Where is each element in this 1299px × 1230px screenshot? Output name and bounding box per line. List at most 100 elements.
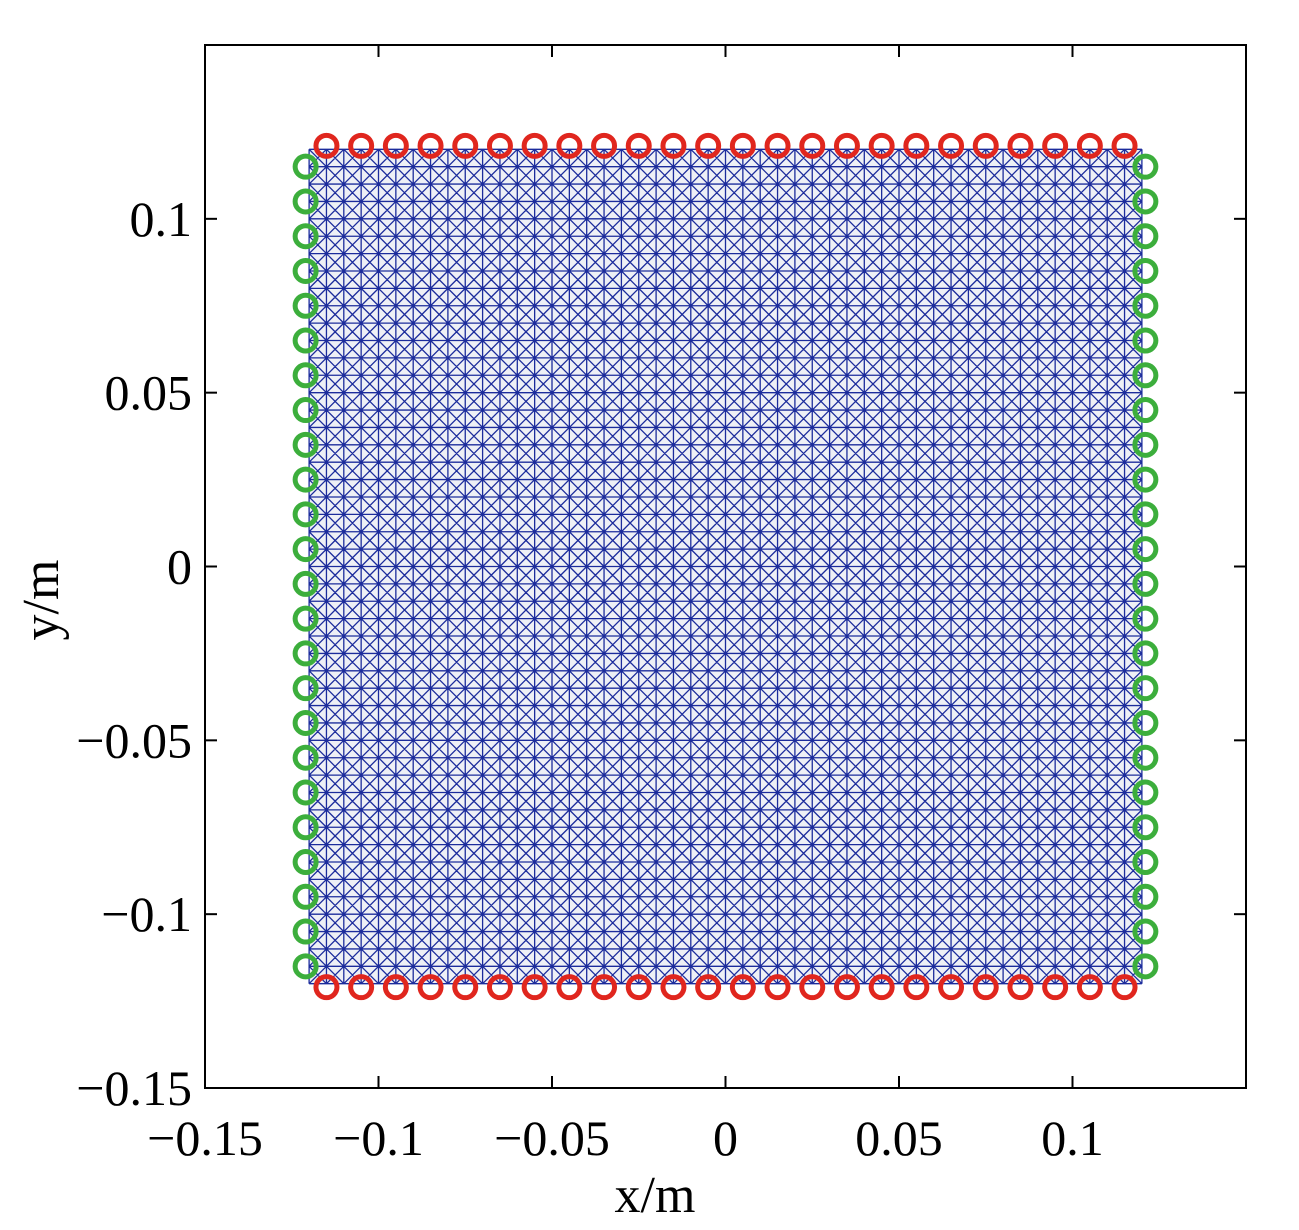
marker-series-0-point (348, 974, 375, 1001)
marker-series-1-point (1132, 814, 1159, 841)
marker-series-0-point (972, 132, 999, 159)
marker-series-0-point (903, 974, 930, 1001)
marker-series-1-point (292, 292, 319, 319)
marker-series-0-point (764, 132, 791, 159)
marker-series-0-point (313, 974, 340, 1001)
marker-series-0-point (625, 974, 652, 1001)
x-axis-label: x/m (615, 1167, 696, 1224)
marker-series-1-point (292, 397, 319, 424)
marker-series-0-point (382, 132, 409, 159)
marker-series-0-point (591, 974, 618, 1001)
marker-series-1-point (1132, 188, 1159, 215)
marker-series-1-point (1132, 779, 1159, 806)
marker-series-1-point (1132, 292, 1159, 319)
marker-series-1-point (292, 779, 319, 806)
y-tick-label: 0.1 (130, 191, 193, 247)
marker-series-1-point (1132, 570, 1159, 597)
marker-series-0-point (591, 132, 618, 159)
marker-series-1-point (1132, 362, 1159, 389)
marker-series-1-point (1132, 849, 1159, 876)
marker-series-1-point (292, 918, 319, 945)
marker-series-0-point (1111, 132, 1138, 159)
marker-series-0-point (799, 974, 826, 1001)
marker-series-1-point (1132, 466, 1159, 493)
marker-series-0-point (938, 132, 965, 159)
marker-series-1-point (1132, 744, 1159, 771)
marker-series-1-point (1132, 153, 1159, 180)
marker-layer (292, 132, 1159, 1001)
marker-series-1-point (1132, 953, 1159, 980)
marker-series-0-point (729, 132, 756, 159)
marker-series-0-point (868, 132, 895, 159)
marker-series-0-point (348, 132, 375, 159)
tick-layer: −0.15 −0.1 −0.05 0 0.05 0.1 −0.15 −0.1 −0.05 0 0.0… (76, 45, 1246, 1166)
marker-series-0-point (521, 132, 548, 159)
marker-series-1-point (292, 744, 319, 771)
mesh-lines (308, 148, 1143, 985)
marker-series-1-point (292, 675, 319, 702)
marker-series-1-point (292, 257, 319, 284)
marker-series-0-point (660, 132, 687, 159)
marker-series-0-point (417, 132, 444, 159)
marker-series-1-point (292, 883, 319, 910)
marker-series-0-point (729, 974, 756, 1001)
x-tick-label: 0.1 (1041, 1110, 1104, 1166)
marker-series-0-point (313, 132, 340, 159)
marker-series-0-point (452, 132, 479, 159)
marker-series-0-point (625, 132, 652, 159)
marker-series-1-point (1132, 605, 1159, 632)
marker-series-1-point (292, 605, 319, 632)
x-tick-label: −0.05 (494, 1110, 610, 1166)
marker-series-1-point (1132, 918, 1159, 945)
marker-series-0-point (417, 974, 444, 1001)
marker-series-1-point (1132, 675, 1159, 702)
marker-series-1-point (292, 188, 319, 215)
y-tick-label: −0.15 (76, 1060, 192, 1116)
marker-series-1-point (292, 849, 319, 876)
marker-series-0-point (1042, 974, 1069, 1001)
marker-series-0-point (556, 974, 583, 1001)
marker-series-1-point (292, 223, 319, 250)
marker-series-1-point (292, 431, 319, 458)
x-tick-label: −0.1 (333, 1110, 424, 1166)
mesh-layer (308, 148, 1143, 985)
marker-series-0-point (452, 974, 479, 1001)
marker-series-1-point (292, 327, 319, 354)
marker-series-0-point (556, 132, 583, 159)
marker-series-1-point (1132, 431, 1159, 458)
marker-series-0-point (1076, 132, 1103, 159)
marker-series-0-point (903, 132, 930, 159)
marker-series-1-point (1132, 501, 1159, 528)
marker-series-1-point (292, 501, 319, 528)
y-tick-label: 0 (167, 539, 192, 595)
marker-series-1-point (1132, 640, 1159, 667)
marker-series-1-point (292, 709, 319, 736)
marker-series-0-point (938, 974, 965, 1001)
marker-series-0-point (382, 974, 409, 1001)
x-tick-label: 0.05 (855, 1110, 943, 1166)
x-tick-label: 0 (713, 1110, 738, 1166)
y-axis-label: y/m (13, 560, 70, 641)
marker-series-1-point (292, 953, 319, 980)
y-tick-label: 0.05 (105, 365, 193, 421)
x-tick-label: −0.15 (147, 1110, 263, 1166)
marker-series-0-point (1111, 974, 1138, 1001)
marker-series-0-point (486, 974, 513, 1001)
marker-series-1-point (292, 536, 319, 563)
marker-series-1-point (1132, 223, 1159, 250)
marker-series-0-point (660, 974, 687, 1001)
marker-series-0-point (695, 132, 722, 159)
marker-series-1-point (292, 570, 319, 597)
marker-series-0-point (1007, 974, 1034, 1001)
marker-series-0-point (833, 132, 860, 159)
marker-series-0-point (833, 974, 860, 1001)
marker-series-0-point (972, 974, 999, 1001)
marker-series-0-point (1007, 132, 1034, 159)
marker-series-0-point (1042, 132, 1069, 159)
marker-series-1-point (1132, 536, 1159, 563)
marker-series-1-point (292, 466, 319, 493)
marker-series-0-point (486, 132, 513, 159)
y-tick-label: −0.05 (76, 712, 192, 768)
marker-series-0-point (521, 974, 548, 1001)
